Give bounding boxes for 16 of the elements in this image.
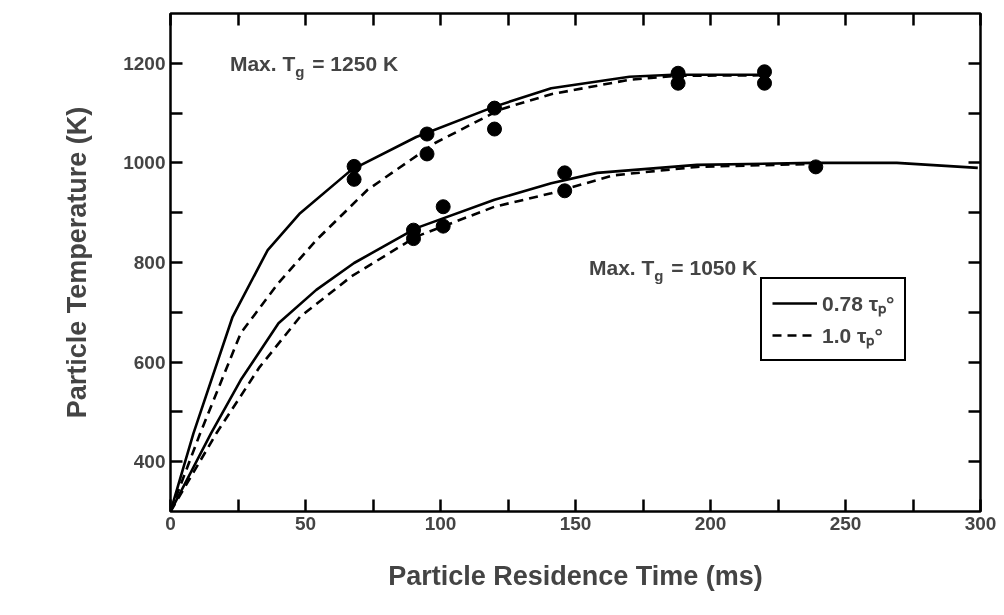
x-tick-label: 0 [165, 512, 176, 534]
x-tick-label: 250 [829, 512, 862, 534]
y-tick-label: 1000 [123, 152, 166, 174]
x-axis-title: Particle Residence Time (ms) [388, 560, 763, 591]
x-tick-label: 150 [559, 512, 592, 534]
y-tick-label: 1200 [123, 52, 166, 74]
y-tick-label: 800 [133, 252, 166, 273]
y-axis-title: Particle Temperature (K) [62, 106, 93, 419]
x-tick-label: 300 [964, 512, 997, 534]
x-tick-label: 50 [294, 512, 317, 534]
x-tick-label: 200 [694, 512, 727, 534]
legend-label: 1.0 τₚ° [822, 323, 883, 349]
legend-label: 0.78 τₚ° [822, 291, 895, 317]
x-tick-label: 100 [424, 512, 457, 534]
y-tick-label: 600 [133, 351, 166, 373]
y-tick-label: 400 [133, 451, 166, 473]
